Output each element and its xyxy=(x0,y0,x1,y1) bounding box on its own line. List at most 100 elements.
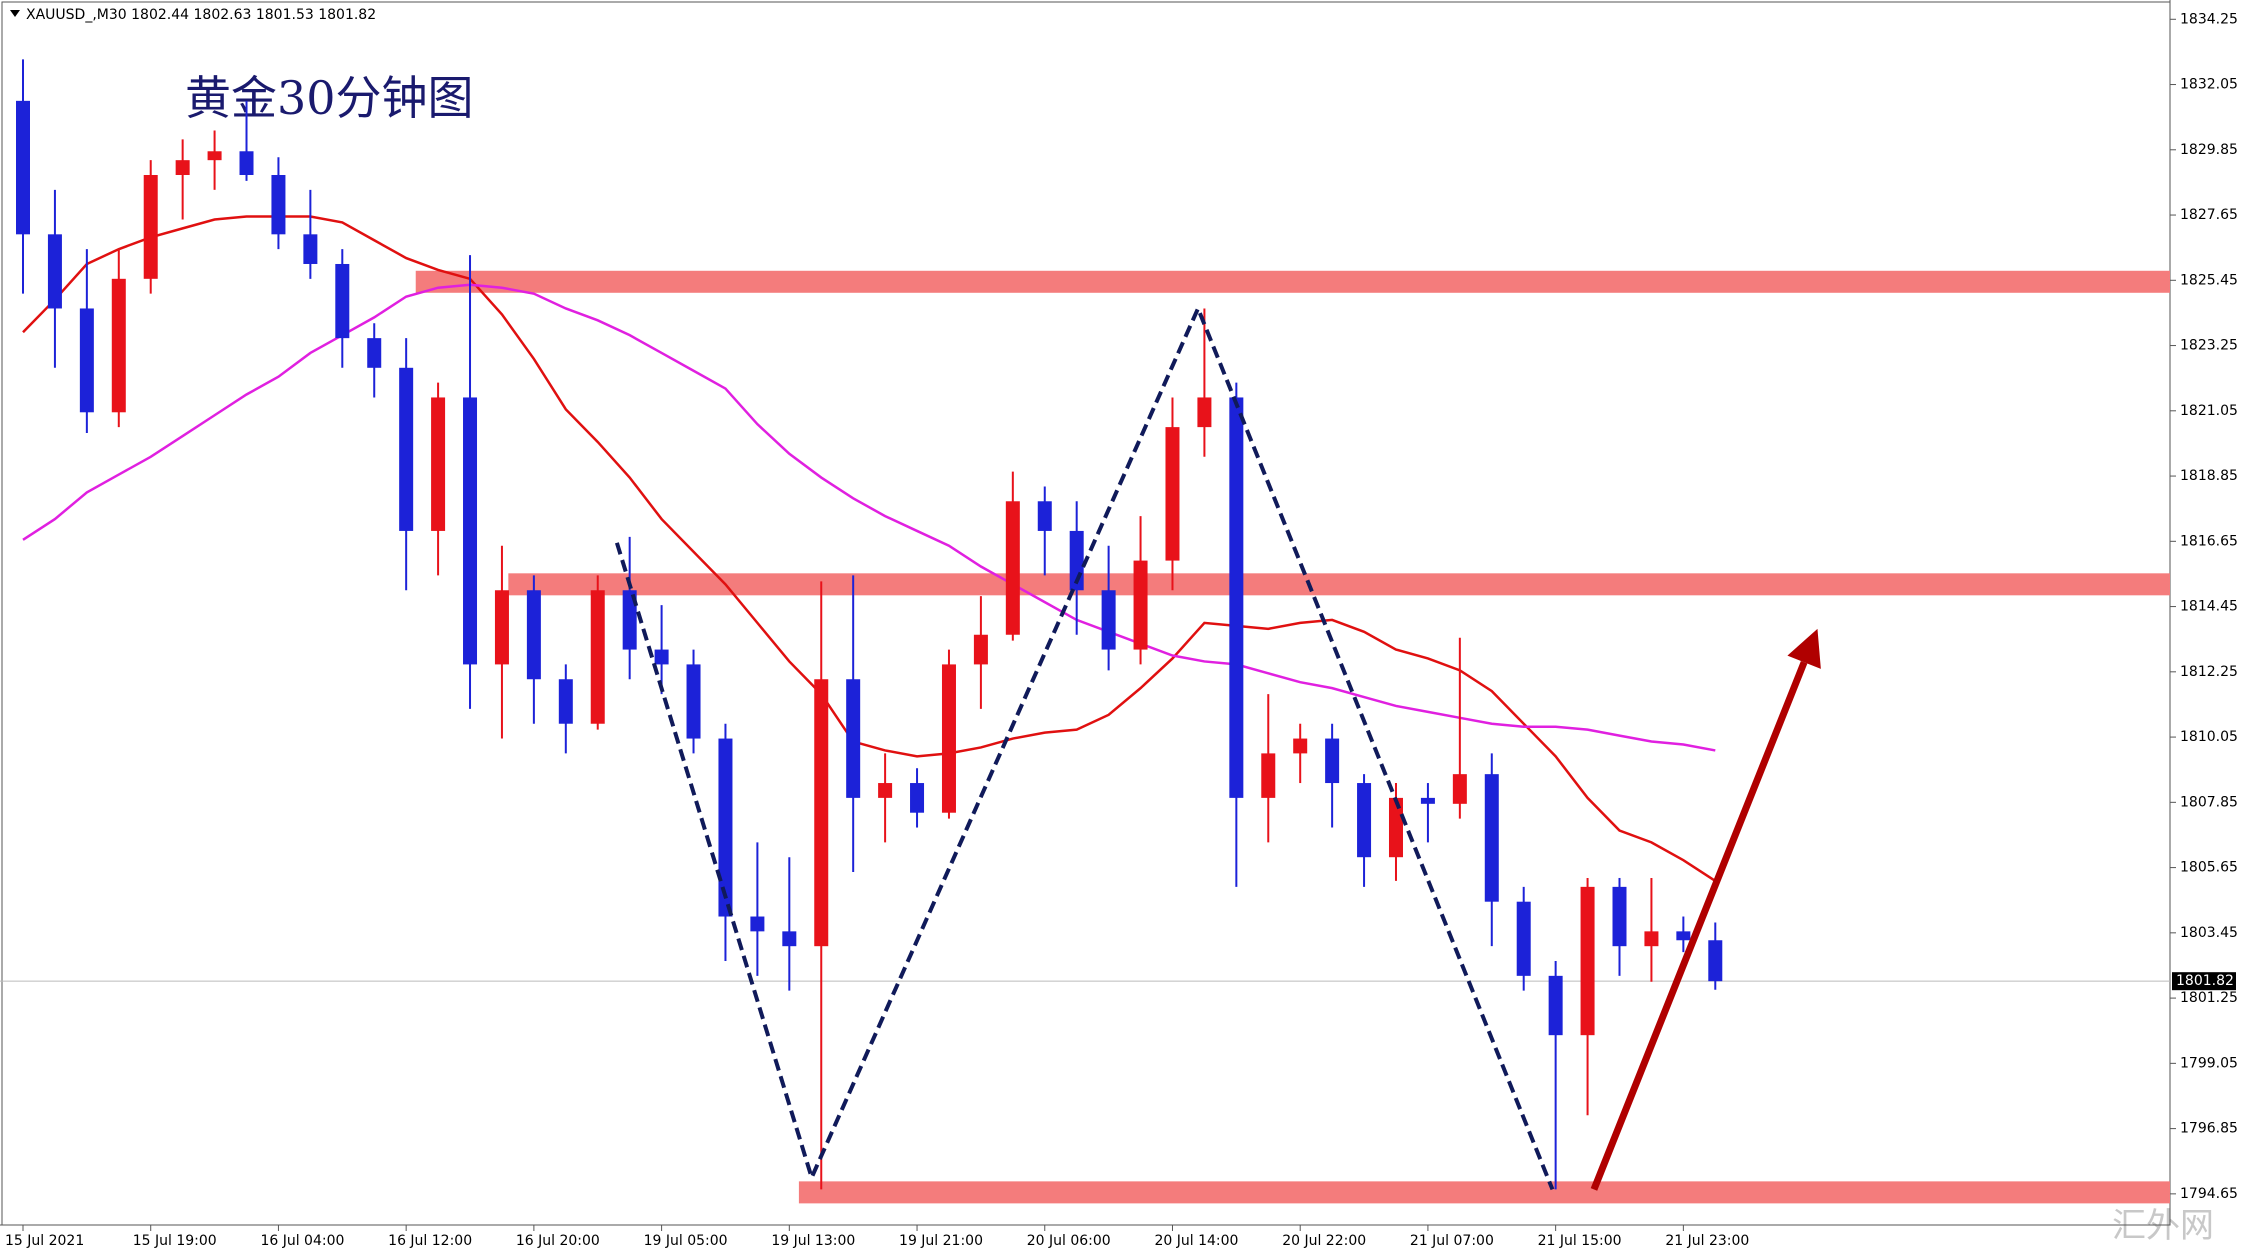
x-tick-label: 21 Jul 15:00 xyxy=(1538,1233,1622,1249)
candle-body xyxy=(1037,501,1052,531)
candle-body xyxy=(1261,753,1276,798)
candle-body xyxy=(271,175,286,235)
arrow-head xyxy=(1787,628,1821,669)
candle-body xyxy=(207,151,222,161)
candle-body xyxy=(111,278,126,413)
candle-body xyxy=(1484,774,1499,902)
current-price-label: 1801.82 xyxy=(2176,973,2234,989)
x-tick-label: 21 Jul 07:00 xyxy=(1410,1233,1494,1249)
ohlc-close: 1801.82 xyxy=(318,7,376,23)
candle-body xyxy=(79,308,94,413)
x-tick-label: 16 Jul 12:00 xyxy=(388,1233,472,1249)
candle-body xyxy=(1420,797,1435,804)
candle-body xyxy=(335,263,350,339)
moving-average xyxy=(22,283,1716,752)
candle-body xyxy=(303,234,318,264)
y-tick-label: 1827.65 xyxy=(2180,207,2238,223)
candle-body xyxy=(1101,590,1116,650)
y-tick-label: 1823.25 xyxy=(2180,338,2238,354)
candle-body xyxy=(1229,397,1244,798)
y-tick-label: 1818.85 xyxy=(2180,468,2238,484)
zigzag-line xyxy=(614,303,1555,1191)
candle-body xyxy=(1197,397,1212,428)
y-tick-label: 1812.25 xyxy=(2180,664,2238,680)
y-tick-label: 1832.05 xyxy=(2180,77,2238,93)
candle-body xyxy=(558,679,573,724)
candle-body xyxy=(1516,901,1531,976)
candle-body xyxy=(910,783,925,813)
candle-body xyxy=(526,590,541,680)
candle-body xyxy=(367,338,382,368)
candle-body xyxy=(1644,931,1659,947)
x-tick-label: 20 Jul 06:00 xyxy=(1027,1233,1111,1249)
candle-body xyxy=(47,234,62,309)
watermark: 汇外网 xyxy=(2112,1206,2214,1246)
y-tick-label: 1794.65 xyxy=(2180,1186,2238,1202)
candle-body xyxy=(143,175,158,279)
y-tick-label: 1796.85 xyxy=(2180,1121,2238,1137)
ohlc-low: 1801.53 xyxy=(256,7,314,23)
candle-body xyxy=(1676,931,1691,941)
y-tick-label: 1816.65 xyxy=(2180,533,2238,549)
x-tick-label: 16 Jul 04:00 xyxy=(260,1233,344,1249)
menu-icon xyxy=(10,10,20,17)
candle-body xyxy=(175,160,190,175)
y-tick-label: 1825.45 xyxy=(2180,272,2238,288)
support-resistance-zone xyxy=(415,270,2170,293)
x-tick-label: 20 Jul 22:00 xyxy=(1282,1233,1366,1249)
candle-body xyxy=(463,397,478,665)
price-label-bg xyxy=(2172,972,2236,991)
x-tick-label: 19 Jul 05:00 xyxy=(644,1233,728,1249)
candle-body xyxy=(494,590,509,665)
candle-body xyxy=(750,916,765,932)
moving-average xyxy=(22,215,1716,882)
candle-body xyxy=(1548,975,1563,1036)
x-tick-label: 20 Jul 14:00 xyxy=(1154,1233,1238,1249)
y-tick-label: 1829.85 xyxy=(2180,142,2238,158)
support-resistance-zone xyxy=(508,573,2171,596)
candle-body xyxy=(1708,940,1723,982)
candle-body xyxy=(846,679,861,798)
candle-body xyxy=(782,931,797,947)
candle-body xyxy=(399,367,414,531)
y-tick-label: 1799.05 xyxy=(2180,1055,2238,1071)
support-resistance-zone xyxy=(798,1181,2171,1204)
candle-body xyxy=(590,590,605,724)
ohlc-open: 1802.44 xyxy=(131,7,189,23)
y-tick-label: 1834.25 xyxy=(2180,11,2238,27)
candle-body xyxy=(941,664,956,813)
candle-body xyxy=(16,100,30,235)
candle-body xyxy=(1165,427,1180,561)
x-tick-label: 19 Jul 13:00 xyxy=(771,1233,855,1249)
symbol: XAUUSD_,M30 xyxy=(26,7,127,23)
x-tick-label: 15 Jul 19:00 xyxy=(133,1233,217,1249)
candle-body xyxy=(1133,560,1148,650)
candle-body xyxy=(431,397,446,531)
candle-body xyxy=(814,679,829,947)
y-tick-label: 1821.05 xyxy=(2180,403,2238,419)
candle-body xyxy=(1580,886,1595,1036)
candle-body xyxy=(1452,774,1467,804)
candle-body xyxy=(1388,797,1403,858)
trend-arrow xyxy=(1590,660,1808,1191)
y-tick-label: 1801.25 xyxy=(2180,990,2238,1006)
candle-body xyxy=(686,664,701,739)
candle-body xyxy=(622,590,637,650)
chart-title: 黄金30分钟图 xyxy=(185,71,474,125)
x-tick-label: 15 Jul 2021 xyxy=(5,1233,84,1249)
ohlc-high: 1802.63 xyxy=(194,7,252,23)
x-tick-label: 21 Jul 23:00 xyxy=(1665,1233,1749,1249)
candle-body xyxy=(239,151,254,175)
candle-body xyxy=(718,738,733,917)
candle-body xyxy=(1325,738,1340,784)
y-tick-label: 1814.45 xyxy=(2180,599,2238,615)
candle-body xyxy=(1612,886,1627,947)
candle-body xyxy=(1005,501,1020,635)
y-tick-label: 1810.05 xyxy=(2180,729,2238,745)
header: XAUUSD_,M30 1802.44 1802.63 1801.53 1801… xyxy=(26,7,376,23)
candle-body xyxy=(1293,738,1308,754)
candle-body xyxy=(1357,783,1372,858)
y-tick-label: 1803.45 xyxy=(2180,925,2238,941)
